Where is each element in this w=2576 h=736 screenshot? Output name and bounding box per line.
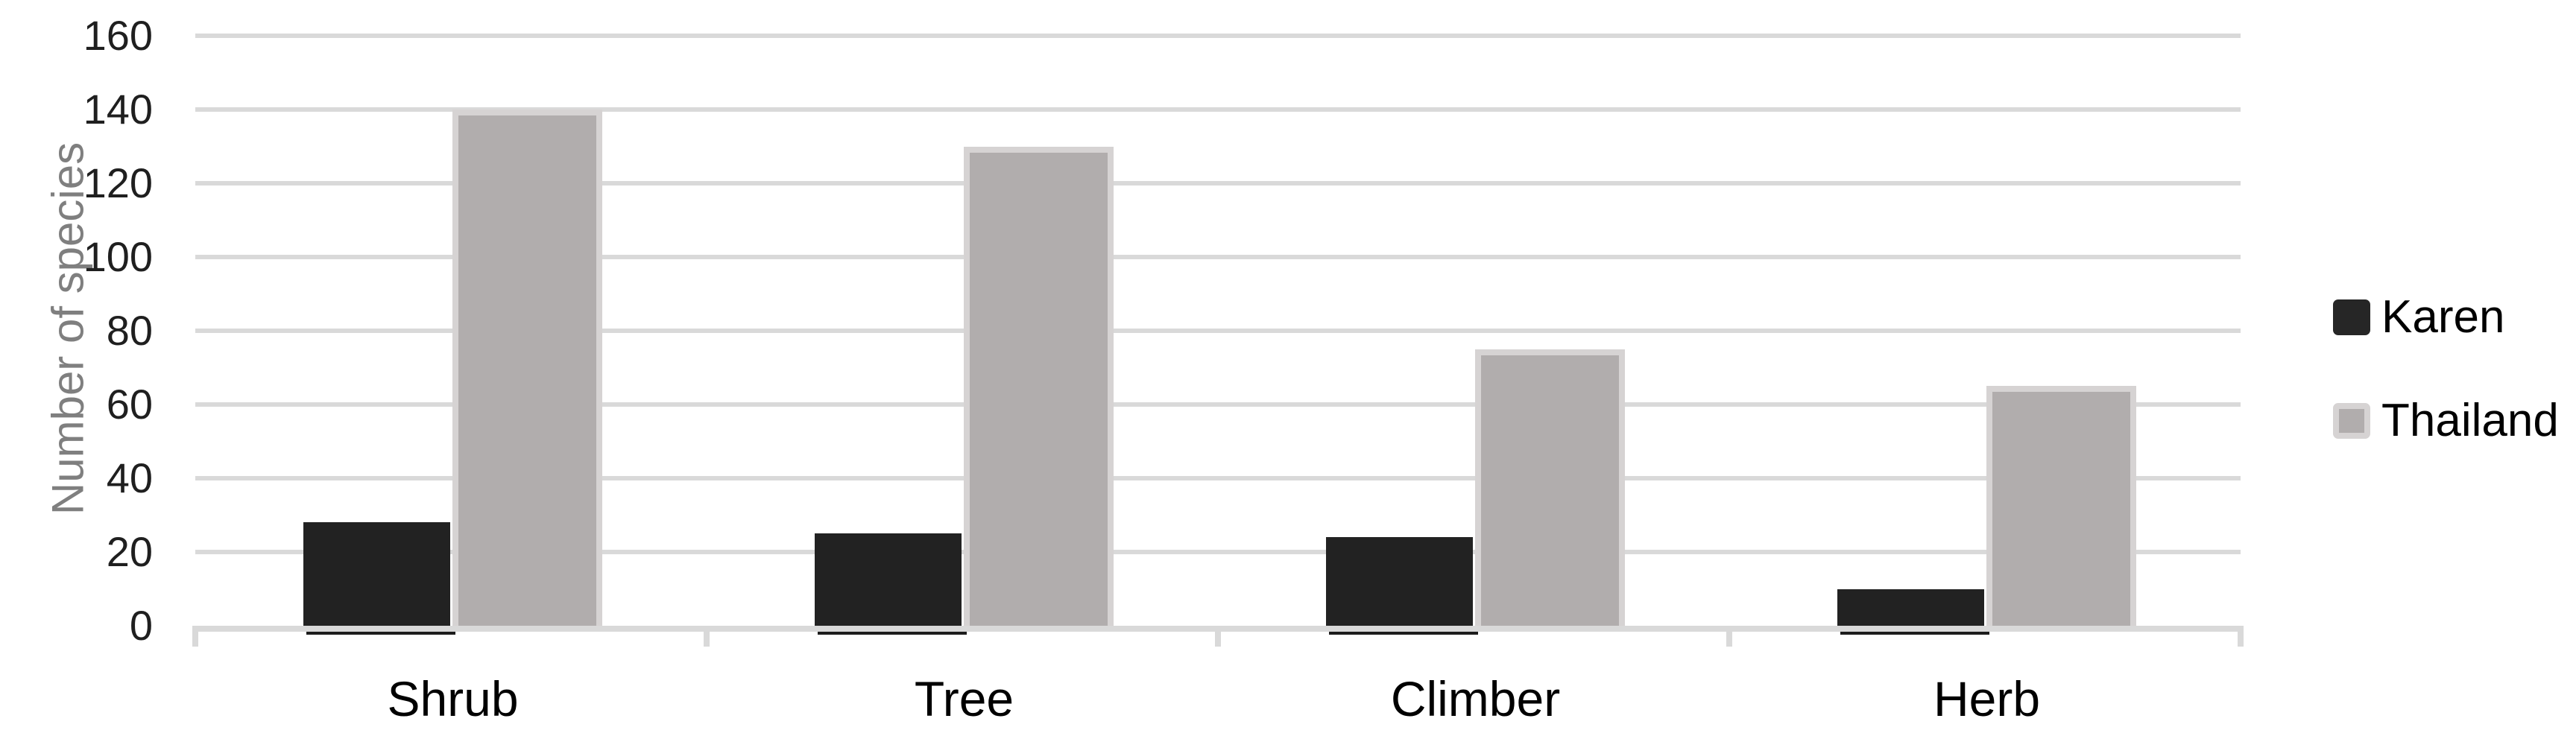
legend-label-thailand: Thailand — [2381, 395, 2559, 446]
gridline-20 — [195, 550, 2241, 554]
gridline-120 — [195, 181, 2241, 185]
karen-bar-underline-herb — [1840, 632, 1989, 635]
gridline-60 — [195, 402, 2241, 407]
y-tick-label-160: 160 — [83, 12, 153, 59]
y-tick-label-120: 120 — [83, 159, 153, 206]
gridline-40 — [195, 476, 2241, 480]
bar-thailand-tree — [964, 146, 1114, 632]
y-tick-label-0: 0 — [129, 602, 153, 649]
gridline-140 — [195, 107, 2241, 112]
gridline-100 — [195, 255, 2241, 259]
bar-karen-herb — [1837, 589, 1984, 626]
karen-bar-underline-tree — [818, 632, 967, 635]
x-category-label-tree: Tree — [914, 671, 1014, 726]
legend-item-thailand: Thailand — [2333, 394, 2559, 448]
legend-swatch-karen — [2333, 299, 2370, 335]
karen-bar-underline-climber — [1329, 632, 1478, 635]
bar-thailand-herb — [1986, 386, 2136, 632]
y-tick-label-100: 100 — [83, 233, 153, 280]
y-tick-label-40: 40 — [106, 454, 153, 501]
x-axis-tick-4 — [2238, 626, 2244, 647]
karen-bar-underline-shrub — [306, 632, 455, 635]
gridline-80 — [195, 329, 2241, 333]
x-axis-tick-0 — [192, 626, 198, 647]
y-tick-label-80: 80 — [106, 307, 153, 354]
bar-karen-climber — [1326, 537, 1473, 626]
bar-thailand-shrub — [452, 110, 602, 632]
x-axis-tick-2 — [1215, 626, 1221, 647]
bar-karen-tree — [815, 533, 962, 626]
legend-swatch-thailand — [2333, 403, 2370, 439]
x-category-label-herb: Herb — [1933, 671, 2041, 726]
x-category-label-shrub: Shrub — [387, 671, 519, 726]
x-category-label-climber: Climber — [1390, 671, 1561, 726]
bar-karen-shrub — [303, 522, 450, 626]
x-axis-tick-3 — [1726, 626, 1732, 647]
legend: Karen Thailand — [2333, 291, 2559, 448]
bar-thailand-climber — [1475, 349, 1625, 632]
gridline-160 — [195, 34, 2241, 38]
y-tick-label-20: 20 — [106, 528, 153, 575]
y-tick-label-140: 140 — [83, 86, 153, 133]
x-axis-tick-1 — [704, 626, 710, 647]
legend-label-karen: Karen — [2381, 291, 2505, 343]
y-tick-label-60: 60 — [106, 381, 153, 428]
legend-item-karen: Karen — [2333, 291, 2559, 344]
